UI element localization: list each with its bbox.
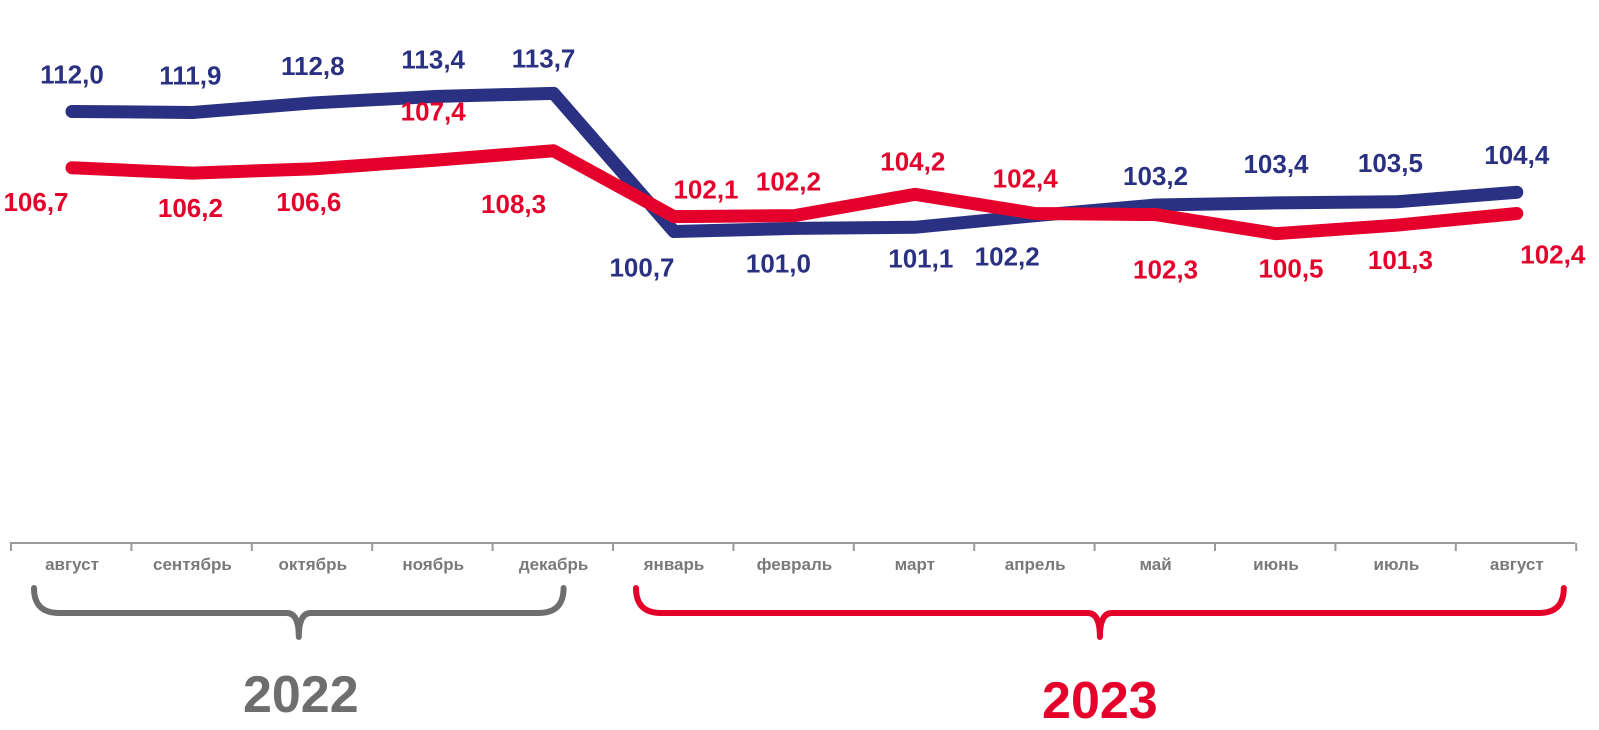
data-label: 101,3 <box>1368 245 1433 275</box>
data-labels: 112,0 111,9 112,8 113,4 113,7 100,7 101,0 101,1… <box>3 43 1585 284</box>
year-label-2022: 2022 <box>243 666 359 724</box>
x-tick-label: ноябрь <box>402 555 464 574</box>
x-tick-label: март <box>895 555 935 574</box>
data-label: 111,9 <box>159 61 221 91</box>
year-brace-2022 <box>31 585 567 640</box>
data-label: 106,7 <box>3 187 68 217</box>
x-tick-label: декабрь <box>519 555 589 574</box>
x-tick-label: сентябрь <box>153 555 232 574</box>
data-label: 106,2 <box>158 193 223 223</box>
data-label: 102,1 <box>673 175 738 205</box>
series-line-red <box>65 144 1524 241</box>
data-label: 101,1 <box>888 243 953 273</box>
x-tick-label: май <box>1139 555 1171 574</box>
x-tick-label: август <box>45 555 99 574</box>
series-lines <box>65 86 1524 241</box>
data-label: 102,3 <box>1133 255 1198 285</box>
x-tick-label: июль <box>1374 555 1420 574</box>
data-label: 112,0 <box>40 59 104 89</box>
data-label: 107,4 <box>401 96 467 126</box>
x-tick-labels: август сентябрь октябрь ноябрь декабрь январь… <box>45 555 1544 574</box>
data-label: 103,5 <box>1358 148 1423 178</box>
x-tick-label: февраль <box>757 555 833 574</box>
data-label: 112,8 <box>281 51 345 81</box>
data-label: 102,4 <box>993 163 1059 193</box>
data-label: 103,4 <box>1243 149 1309 179</box>
data-label: 104,2 <box>880 146 945 176</box>
data-label: 113,7 <box>512 43 576 73</box>
data-label: 108,3 <box>481 189 546 219</box>
x-tick-label: август <box>1490 555 1544 574</box>
x-tick-label: январь <box>643 555 705 574</box>
data-label: 101,0 <box>746 248 811 278</box>
data-label: 106,6 <box>276 187 341 217</box>
x-tick-label: октябрь <box>279 555 347 574</box>
year-groups: 2022 2023 <box>31 585 1567 730</box>
data-label: 100,5 <box>1258 254 1323 284</box>
year-brace-2023 <box>633 585 1567 640</box>
x-tick-label: апрель <box>1005 555 1066 574</box>
data-label: 102,2 <box>756 167 821 197</box>
data-label: 113,4 <box>401 45 465 75</box>
series-line-blue <box>65 86 1524 239</box>
x-axis <box>10 542 1578 551</box>
data-label: 100,7 <box>609 253 674 283</box>
data-label: 104,4 <box>1484 140 1550 170</box>
x-tick-label: июнь <box>1253 555 1299 574</box>
data-label: 102,2 <box>975 242 1040 272</box>
data-label: 102,4 <box>1520 239 1586 269</box>
data-label: 103,2 <box>1123 161 1188 191</box>
year-label-2023: 2023 <box>1042 672 1158 730</box>
